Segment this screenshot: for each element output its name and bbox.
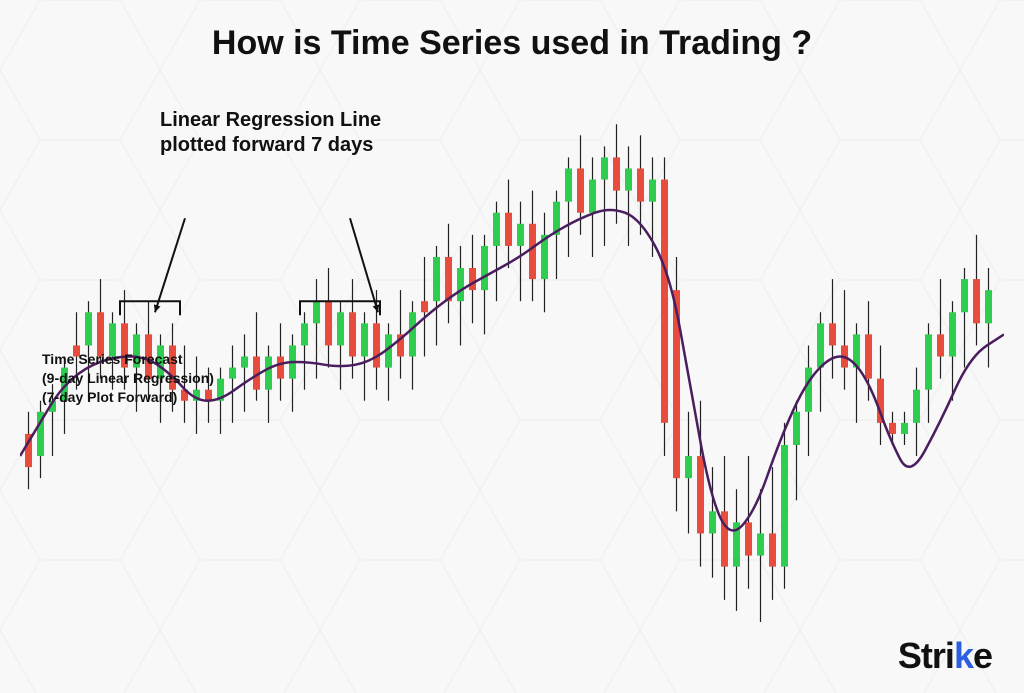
annotation-regression-label: Linear Regression Line plotted forward 7… xyxy=(160,108,381,158)
annotation-forecast-label: Time Series Forecast (9-day Linear Regre… xyxy=(42,350,214,407)
page-title: How is Time Series used in Trading ? xyxy=(0,24,1024,63)
annotation-line-2: plotted forward 7 days xyxy=(160,133,381,158)
logo-part-1: Stri xyxy=(898,635,954,676)
forecast-line-2: (9-day Linear Regression) xyxy=(42,369,214,388)
annotation-line-1: Linear Regression Line xyxy=(160,108,381,133)
logo-accent-k: k xyxy=(954,635,973,676)
forecast-line-3: (7-day Plot Forward) xyxy=(42,388,214,407)
logo-part-2: e xyxy=(973,635,992,676)
forecast-line-1: Time Series Forecast xyxy=(42,350,214,369)
strike-logo: Strike xyxy=(898,635,992,677)
